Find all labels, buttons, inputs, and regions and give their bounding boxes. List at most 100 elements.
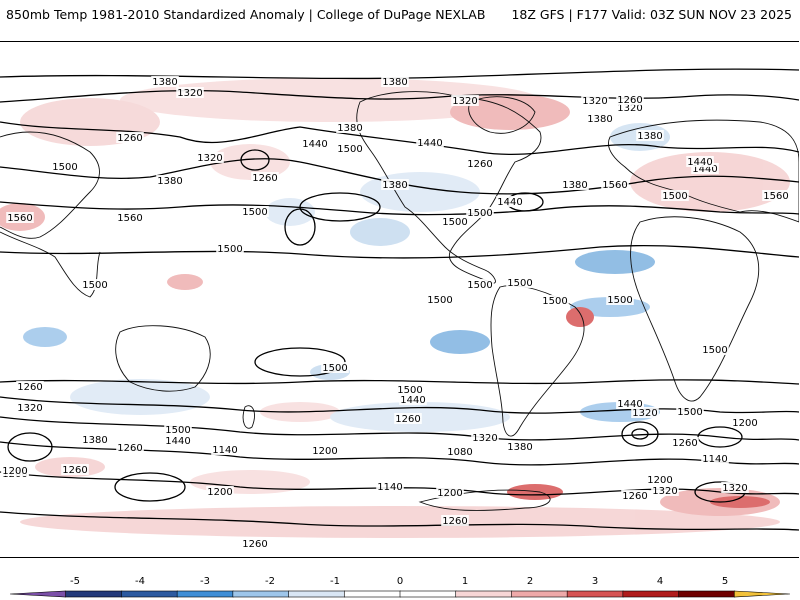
colorbar-tick-label: -5 xyxy=(70,576,80,587)
contour-label-bg xyxy=(686,156,714,167)
colorbar-tick-label: -1 xyxy=(330,576,340,587)
contour-label: 1140 xyxy=(702,454,727,465)
north-america-outline xyxy=(356,91,542,284)
contour-label-bg xyxy=(441,216,469,227)
warm-anomaly-shading xyxy=(450,94,570,130)
contour-label-bg xyxy=(506,441,534,452)
colorbar-segment xyxy=(65,590,123,598)
contour-label-bg xyxy=(241,538,269,549)
contour-label: 1500 xyxy=(607,295,632,306)
contour-label: 1380 xyxy=(637,131,662,142)
model-valid-time: 18Z GFS | F177 Valid: 03Z SUN NOV 23 202… xyxy=(511,7,792,22)
contour-label: 1260 xyxy=(395,414,420,425)
new-zealand-outline xyxy=(242,405,255,429)
cold-anomaly-shading xyxy=(23,327,67,347)
contour-label-bg xyxy=(616,94,644,105)
contour-label: 1500 xyxy=(677,407,702,418)
contour-label: 1320 xyxy=(617,103,642,114)
contour-label-bg xyxy=(176,87,204,98)
contour-label: 1200 xyxy=(207,487,232,498)
colorbar-tick-label: 0 xyxy=(397,576,403,587)
eurasia-east-outline xyxy=(0,131,100,239)
contour-loop xyxy=(631,428,649,440)
contour-label: 1440 xyxy=(687,157,712,168)
contour-label-bg xyxy=(399,394,427,405)
contour-label: 1320 xyxy=(652,486,677,497)
warm-anomaly-shading xyxy=(20,506,780,538)
contour-loop xyxy=(299,192,381,222)
contour-label: 1380 xyxy=(562,180,587,191)
contour-label: 1500 xyxy=(467,280,492,291)
contour-label: 1200 xyxy=(312,446,337,457)
contour-label-bg xyxy=(241,206,269,217)
contour-label: 1500 xyxy=(427,295,452,306)
contour-loop xyxy=(7,432,53,462)
contour-label: 1320 xyxy=(722,483,747,494)
colorbar-tick-label: 3 xyxy=(592,576,598,587)
contour-label: 1500 xyxy=(52,162,77,173)
contour-label: 1500 xyxy=(217,244,242,255)
contour-label-bg xyxy=(196,152,224,163)
contour-label-bg xyxy=(116,132,144,143)
contour-label-bg xyxy=(586,113,614,124)
contour-line xyxy=(0,416,799,441)
anomaly-map-svg: 1380132012601380132014401500126013201260… xyxy=(0,68,799,550)
colorbar-segment xyxy=(566,590,624,598)
warm-anomaly-shading xyxy=(710,496,770,508)
contour-label-bg xyxy=(81,279,109,290)
contour-label: 1140 xyxy=(212,445,237,456)
map-title: 850mb Temp 1981-2010 Standardized Anomal… xyxy=(6,7,486,22)
cold-anomaly-shading xyxy=(350,218,410,246)
contour-label-bg xyxy=(6,212,34,223)
colorbar-svg: -5 -4 -3 -2 -1 0 1 2 3 4 5 xyxy=(9,576,791,598)
contour-label-bg xyxy=(671,437,699,448)
contour-label: 1440 xyxy=(497,197,522,208)
contour-label: 1380 xyxy=(337,123,362,134)
colorbar-segment xyxy=(678,590,736,598)
contour-label-bg xyxy=(426,294,454,305)
cold-anomaly-shading xyxy=(430,330,490,354)
contour-label: 1200 xyxy=(2,466,27,477)
contour-label: 1260 xyxy=(617,95,642,106)
contour-label: 1380 xyxy=(587,114,612,125)
contour-label: 1500 xyxy=(507,278,532,289)
warm-anomaly-shading xyxy=(566,307,594,327)
contour-label-bg xyxy=(1,465,29,476)
contour-label-bg xyxy=(471,432,499,443)
contour-label-bg xyxy=(336,122,364,133)
cold-anomaly-shading xyxy=(265,198,315,226)
contour-label: 1440 xyxy=(302,139,327,150)
contour-line xyxy=(0,121,799,155)
colorbar-segment xyxy=(121,590,178,598)
contour-label-bg xyxy=(496,196,524,207)
contour-label-bg xyxy=(721,482,749,493)
asia-south-outline xyxy=(0,231,101,298)
contour-label: 1560 xyxy=(602,180,627,191)
contour-label-bg xyxy=(436,487,464,498)
contour-label-bg xyxy=(661,190,689,201)
contour-label-bg xyxy=(701,453,729,464)
contour-line xyxy=(0,244,799,259)
contour-label: 1320 xyxy=(452,96,477,107)
contour-label: 1200 xyxy=(437,488,462,499)
contour-label: 1500 xyxy=(242,207,267,218)
cold-anomaly-shading xyxy=(575,250,655,274)
colorbar-segment xyxy=(733,590,791,598)
contour-label: 1560 xyxy=(117,213,142,224)
contour-label: 1500 xyxy=(467,208,492,219)
contour-label-bg xyxy=(606,294,634,305)
contour-label: 1500 xyxy=(662,191,687,202)
colorbar-segment xyxy=(455,590,513,598)
colorbar-segment xyxy=(399,590,457,598)
contour-label: 1440 xyxy=(692,164,717,175)
colorbar-tick-label: -4 xyxy=(135,576,145,587)
contour-label-bg xyxy=(396,384,424,395)
colorbar-tick-label: 5 xyxy=(722,576,728,587)
contour-label-bg xyxy=(581,95,609,106)
warm-anomaly-shading xyxy=(507,484,563,500)
warm-anomaly-shading xyxy=(120,78,540,122)
eurasia-outline xyxy=(607,119,799,223)
contour-label: 1500 xyxy=(322,363,347,374)
contour-label: 1140 xyxy=(377,482,402,493)
contour-label-bg xyxy=(216,243,244,254)
